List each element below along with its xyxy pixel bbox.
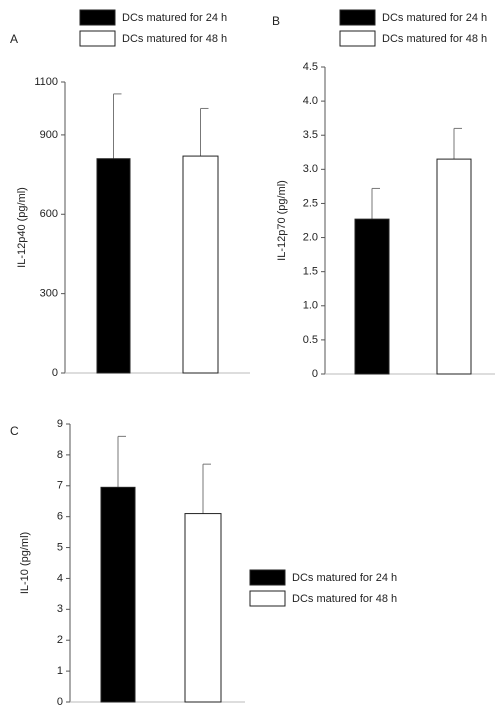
bar bbox=[100, 486, 136, 703]
y-tick-label: 9 bbox=[57, 418, 63, 430]
y-tick-label: 8 bbox=[57, 449, 63, 461]
panel-label: A bbox=[10, 32, 18, 46]
y-tick-label: 4.0 bbox=[303, 95, 318, 107]
panel-label: C bbox=[10, 424, 19, 438]
y-tick-label: 0 bbox=[312, 368, 318, 380]
y-tick-label: 600 bbox=[40, 208, 58, 220]
legend-swatch bbox=[339, 9, 376, 26]
y-tick-label: 900 bbox=[40, 129, 58, 141]
y-tick-label: 3 bbox=[57, 603, 63, 615]
bar bbox=[436, 158, 472, 375]
y-tick-label: 5 bbox=[57, 541, 63, 553]
y-tick-label: 6 bbox=[57, 511, 63, 523]
y-axis-label: IL-12p40 (pg/ml) bbox=[16, 187, 28, 268]
bar bbox=[184, 513, 222, 703]
bar bbox=[354, 218, 390, 375]
y-tick-label: 1 bbox=[57, 665, 63, 677]
legend-label: DCs matured for 48 h bbox=[382, 33, 487, 45]
legend-swatch bbox=[249, 569, 286, 586]
legend-label: DCs matured for 24 h bbox=[122, 12, 227, 24]
y-tick-label: 300 bbox=[40, 288, 58, 300]
y-tick-label: 7 bbox=[57, 480, 63, 492]
y-tick-label: 0 bbox=[57, 696, 63, 708]
legend-swatch bbox=[79, 30, 116, 47]
bar bbox=[96, 158, 131, 374]
y-tick-label: 1100 bbox=[34, 76, 58, 88]
bar bbox=[182, 155, 219, 374]
y-tick-label: 2 bbox=[57, 634, 63, 646]
panel-label: B bbox=[272, 14, 280, 28]
legend-label: DCs matured for 48 h bbox=[292, 593, 397, 605]
y-tick-label: 0 bbox=[52, 367, 58, 379]
y-tick-label: 1.5 bbox=[303, 266, 318, 278]
y-tick-label: 0.5 bbox=[303, 334, 318, 346]
y-tick-label: 4.5 bbox=[303, 61, 318, 73]
y-tick-label: 1.0 bbox=[303, 300, 318, 312]
legend-swatch bbox=[339, 30, 376, 47]
y-tick-label: 3.0 bbox=[303, 163, 318, 175]
legend-swatch bbox=[79, 9, 116, 26]
legend-label: DCs matured for 24 h bbox=[382, 12, 487, 24]
y-axis-label: IL-10 (pg/ml) bbox=[19, 532, 31, 594]
y-tick-label: 4 bbox=[57, 572, 63, 584]
legend-swatch bbox=[249, 590, 286, 607]
y-tick-label: 2.5 bbox=[303, 197, 318, 209]
y-tick-label: 2.0 bbox=[303, 231, 318, 243]
y-tick-label: 3.5 bbox=[303, 129, 318, 141]
legend-label: DCs matured for 24 h bbox=[292, 572, 397, 584]
legend-label: DCs matured for 48 h bbox=[122, 33, 227, 45]
y-axis-label: IL-12p70 (pg/ml) bbox=[276, 180, 288, 261]
